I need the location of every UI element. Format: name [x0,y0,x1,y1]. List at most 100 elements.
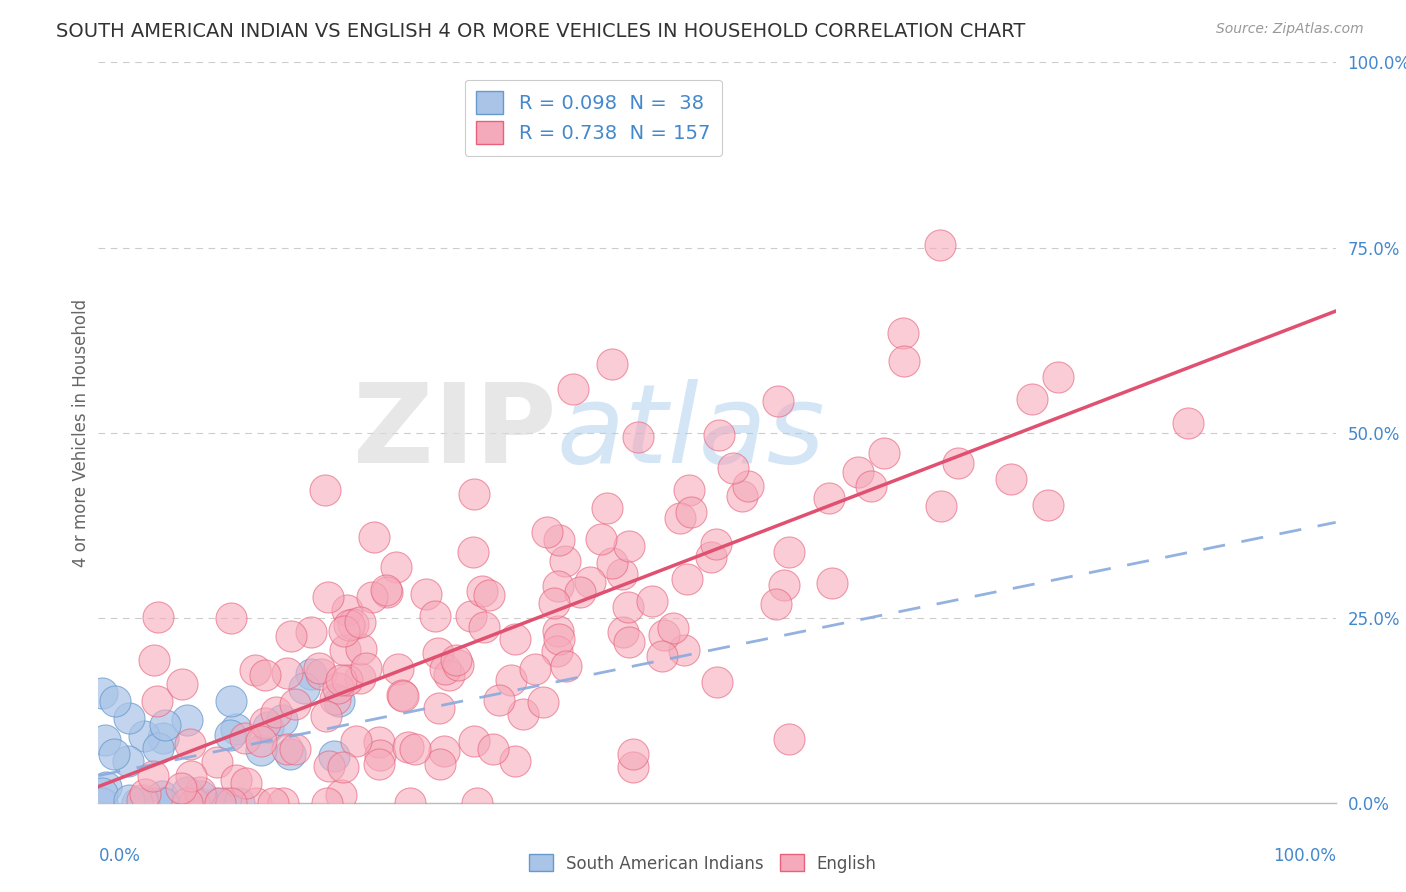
Point [225,722,247,736]
Point [131,793,153,807]
Point [315,709,337,723]
Point [284,697,307,711]
Point [330,788,353,802]
Point [678,483,700,497]
Point [190,785,212,799]
Point [503,632,526,646]
Text: atlas: atlas [557,379,825,486]
Point [94,732,117,747]
Point [118,793,141,807]
Point [253,667,276,681]
Point [778,544,800,558]
Point [360,590,382,604]
Point [94,780,117,794]
Point [446,657,468,672]
Point [617,540,640,554]
Point [392,689,415,703]
Point [219,796,242,810]
Point [434,662,457,676]
Point [215,796,238,810]
Point [512,706,534,721]
Point [176,713,198,727]
Point [292,681,315,695]
Point [765,597,787,611]
Point [602,357,624,371]
Point [461,544,484,558]
Point [478,588,501,602]
Point [524,662,547,676]
Point [731,489,754,503]
Point [146,741,169,756]
Point [433,744,456,758]
Point [336,673,359,688]
Point [150,789,173,803]
Point [621,760,644,774]
Point [429,756,451,771]
Point [846,466,869,480]
Point [132,796,155,810]
Point [1046,370,1069,384]
Point [488,692,510,706]
Point [344,733,367,747]
Point [778,731,800,746]
Point [367,734,389,748]
Point [626,430,648,444]
Point [205,796,228,810]
Point [569,585,592,599]
Point [316,796,339,810]
Point [245,796,267,810]
Legend: R = 0.098  N =  38, R = 0.738  N = 157: R = 0.098 N = 38, R = 0.738 N = 157 [464,79,723,155]
Point [547,579,569,593]
Point [219,728,242,742]
Point [363,530,385,544]
Text: 100.0%: 100.0% [1272,847,1336,865]
Point [621,747,644,762]
Point [499,673,522,687]
Point [554,554,576,568]
Text: SOUTH AMERICAN INDIAN VS ENGLISH 4 OR MORE VEHICLES IN HOUSEHOLD CORRELATION CHA: SOUTH AMERICAN INDIAN VS ENGLISH 4 OR MO… [56,22,1025,41]
Point [190,789,212,803]
Point [256,721,278,735]
Point [90,796,112,810]
Point [153,796,176,810]
Point [723,461,745,475]
Point [318,759,340,773]
Point [681,505,703,519]
Point [183,796,205,810]
Point [610,566,633,581]
Point [284,742,307,756]
Point [142,769,165,783]
Point [176,796,198,810]
Point [152,796,174,810]
Point [396,739,419,754]
Point [946,456,969,470]
Point [219,693,242,707]
Point [460,608,482,623]
Point [700,550,723,565]
Point [543,596,565,610]
Point [225,772,247,787]
Point [104,694,127,708]
Point [472,620,495,634]
Point [127,796,149,810]
Point [152,731,174,746]
Point [280,629,302,643]
Point [309,667,332,681]
Point [349,615,371,629]
Point [368,748,391,763]
Point [704,537,727,551]
Point [179,738,201,752]
Point [134,787,156,801]
Point [243,663,266,677]
Point [118,710,141,724]
Point [235,776,257,790]
Point [536,524,558,539]
Point [471,584,494,599]
Point [134,730,156,744]
Point [170,677,193,691]
Point [425,609,447,624]
Point [228,796,250,810]
Point [463,734,485,748]
Point [531,695,554,709]
Point [893,353,915,368]
